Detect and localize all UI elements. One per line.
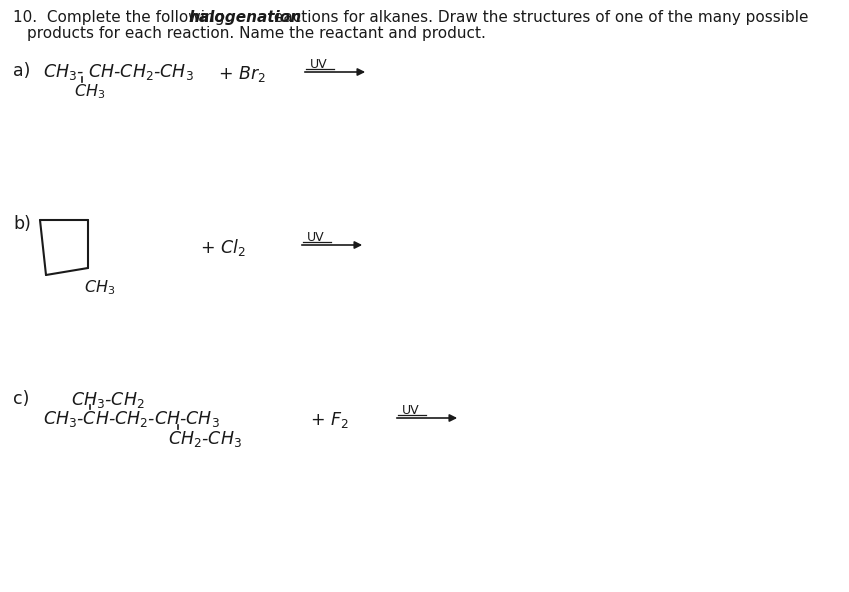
Text: CH$_3$: CH$_3$ [74,82,105,101]
Text: + Cl$_2$: + Cl$_2$ [200,237,245,258]
Text: a): a) [13,62,31,80]
Text: c): c) [13,390,30,408]
Text: halogenation: halogenation [189,10,302,25]
Text: CH$_3$-CH$_2$: CH$_3$-CH$_2$ [71,390,144,410]
Text: + F$_2$: + F$_2$ [310,410,349,430]
Text: reactions for alkanes. Draw the structures of one of the many possible: reactions for alkanes. Draw the structur… [263,10,808,25]
Text: CH$_3$: CH$_3$ [84,278,115,297]
Text: + Br$_2$: + Br$_2$ [218,64,266,84]
Text: b): b) [13,215,31,233]
Text: CH$_2$-CH$_3$: CH$_2$-CH$_3$ [168,429,242,449]
Text: UV: UV [402,404,419,417]
Text: CH$_3$-CH-CH$_2$-CH-CH$_3$: CH$_3$-CH-CH$_2$-CH-CH$_3$ [43,409,220,429]
Text: UV: UV [307,231,324,244]
Text: products for each reaction. Name the reactant and product.: products for each reaction. Name the rea… [27,26,486,41]
Text: UV: UV [310,58,328,71]
Text: 10.  Complete the following: 10. Complete the following [13,10,229,25]
Text: CH$_3$- CH-CH$_2$-CH$_3$: CH$_3$- CH-CH$_2$-CH$_3$ [43,62,194,82]
